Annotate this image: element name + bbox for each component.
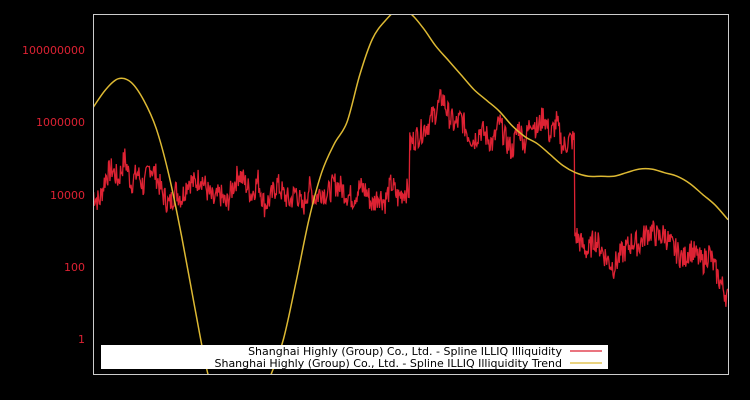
- y-tick-label: 1: [78, 333, 85, 346]
- legend: Shanghai Highly (Group) Co., Ltd. - Spli…: [101, 345, 608, 370]
- illiquidity-line: [93, 88, 728, 307]
- y-tick-label: 100000000: [22, 44, 85, 57]
- legend-label-illiquidity: Shanghai Highly (Group) Co., Ltd. - Spli…: [248, 345, 562, 358]
- illiquidity-trend-line: [93, 14, 728, 374]
- y-tick-label: 100: [64, 261, 85, 274]
- y-tick-label: 10000: [50, 189, 85, 202]
- legend-label-trend: Shanghai Highly (Group) Co., Ltd. - Spli…: [214, 357, 562, 370]
- y-tick-label: 1000000: [36, 116, 85, 129]
- plot-frame: [93, 14, 729, 375]
- y-axis: 100000000 1000000 10000 100 1: [22, 44, 85, 346]
- legend-box: [101, 345, 608, 369]
- plot-area: [93, 14, 728, 374]
